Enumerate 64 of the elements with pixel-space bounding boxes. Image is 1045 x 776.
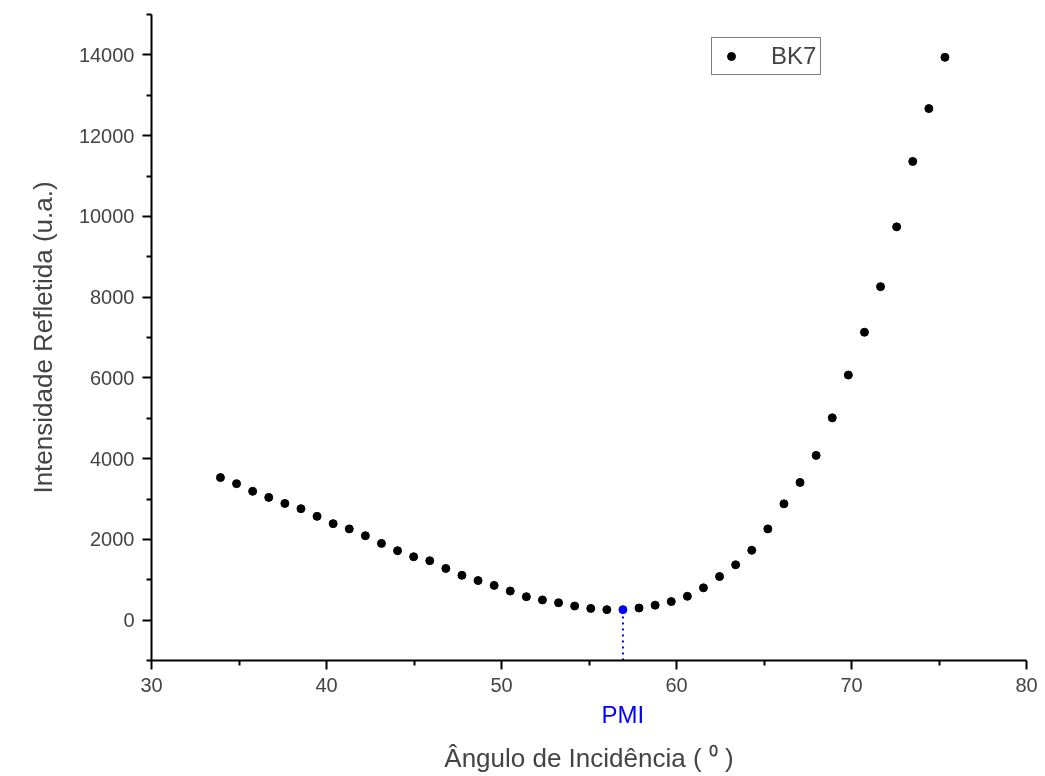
point <box>715 572 725 582</box>
point <box>521 592 531 602</box>
point <box>360 531 370 541</box>
legend-label: BK7 <box>771 42 817 70</box>
point <box>602 605 612 615</box>
point <box>393 546 403 556</box>
point <box>859 327 869 337</box>
x-tick-label: 60 <box>665 673 688 696</box>
point <box>457 570 467 580</box>
y-tick-label: 4000 <box>90 447 135 470</box>
point <box>811 450 821 460</box>
point <box>795 477 805 487</box>
point <box>264 492 274 502</box>
point <box>924 104 934 114</box>
y-tick-label: 6000 <box>90 366 135 389</box>
point <box>586 603 596 613</box>
point <box>940 52 950 62</box>
point <box>876 282 886 292</box>
y-tick-label: 2000 <box>90 528 135 551</box>
x-tick-label: 70 <box>840 673 863 696</box>
point <box>505 586 515 596</box>
point <box>376 538 386 548</box>
point <box>908 156 918 166</box>
point <box>425 556 435 566</box>
y-tick-label: 14000 <box>78 43 135 66</box>
point <box>296 504 306 514</box>
x-tick-label: 80 <box>1015 673 1038 696</box>
point <box>763 524 773 534</box>
x-tick-label: 40 <box>315 673 338 696</box>
point <box>698 583 708 593</box>
point <box>537 595 547 605</box>
point <box>666 597 676 607</box>
point <box>344 524 354 534</box>
y-tick-label: 12000 <box>78 124 135 147</box>
point <box>843 370 853 380</box>
point <box>328 519 338 529</box>
point <box>779 499 789 509</box>
point <box>570 601 580 611</box>
point <box>827 413 837 423</box>
point <box>489 580 499 590</box>
y-axis-title: Intensidade Refletida (u.a.) <box>27 181 58 494</box>
y-tick-label: 8000 <box>90 286 135 309</box>
y-tick-label: 10000 <box>78 205 135 228</box>
point <box>747 545 757 555</box>
point <box>618 605 628 615</box>
point <box>634 603 644 613</box>
point <box>280 498 290 508</box>
point <box>892 222 902 232</box>
point <box>441 563 451 573</box>
x-tick-label: 50 <box>490 673 513 696</box>
point <box>473 576 483 586</box>
point <box>409 552 419 562</box>
point <box>554 598 564 608</box>
y-tick-label: 0 <box>123 609 135 632</box>
point <box>215 473 225 483</box>
point <box>731 560 741 570</box>
x-tick-label: 30 <box>140 673 163 696</box>
point <box>650 600 660 610</box>
point <box>232 479 242 489</box>
x-axis-title: Ângulo de Incidência ( ⁰ ) <box>444 742 734 773</box>
point <box>682 591 692 601</box>
annotation: PMI <box>601 700 645 728</box>
point <box>248 486 258 496</box>
point <box>312 511 322 521</box>
